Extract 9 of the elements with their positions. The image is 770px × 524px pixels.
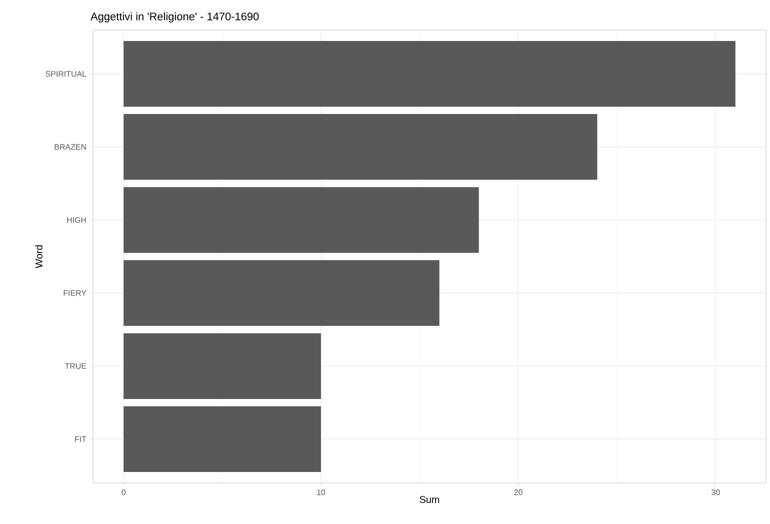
y-axis-title: Word	[35, 245, 42, 268]
chart-title: Aggettivi in 'Religione' - 1470-1690	[90, 12, 259, 22]
bar	[124, 187, 479, 253]
bar	[124, 260, 440, 326]
bar	[124, 333, 321, 399]
bar	[124, 406, 321, 472]
bar	[124, 114, 598, 180]
bar	[124, 40, 736, 107]
x-axis-title: Sum	[420, 496, 440, 504]
